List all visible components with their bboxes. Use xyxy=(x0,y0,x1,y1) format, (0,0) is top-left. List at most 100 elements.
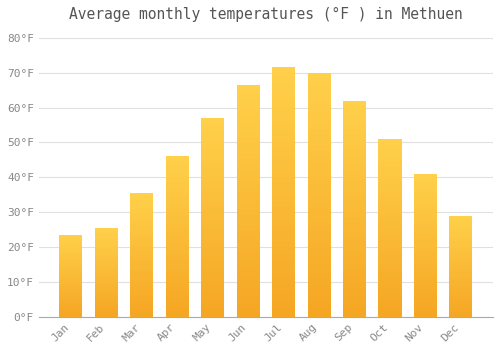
Bar xyxy=(343,215,366,217)
Bar xyxy=(343,194,366,196)
Bar xyxy=(95,297,118,298)
Bar xyxy=(378,206,402,208)
Bar xyxy=(201,217,224,219)
Bar xyxy=(414,310,437,311)
Bar xyxy=(272,120,295,122)
Bar xyxy=(130,238,154,239)
Bar xyxy=(414,254,437,255)
Bar xyxy=(236,171,260,173)
Bar xyxy=(450,271,472,272)
Bar xyxy=(130,268,154,270)
Bar xyxy=(95,236,118,237)
Bar xyxy=(166,294,189,296)
Bar xyxy=(60,292,82,293)
Bar xyxy=(130,247,154,249)
Bar xyxy=(60,297,82,298)
Bar xyxy=(308,219,330,222)
Bar xyxy=(236,134,260,136)
Bar xyxy=(201,233,224,235)
Bar xyxy=(378,308,402,310)
Bar xyxy=(414,212,437,214)
Bar xyxy=(450,220,472,221)
Bar xyxy=(236,296,260,298)
Bar xyxy=(201,172,224,174)
Bar xyxy=(60,261,82,262)
Bar xyxy=(308,204,330,207)
Bar xyxy=(236,308,260,310)
Bar xyxy=(236,122,260,124)
Bar xyxy=(166,299,189,301)
Bar xyxy=(130,301,154,302)
Bar xyxy=(60,243,82,244)
Bar xyxy=(166,227,189,229)
Bar xyxy=(414,198,437,200)
Bar xyxy=(308,251,330,253)
Bar xyxy=(60,276,82,278)
Bar xyxy=(166,275,189,277)
Bar xyxy=(236,97,260,99)
Bar xyxy=(272,190,295,192)
Bar xyxy=(450,281,472,282)
Bar xyxy=(308,195,330,197)
Bar xyxy=(414,244,437,245)
Bar xyxy=(60,271,82,272)
Bar xyxy=(378,178,402,180)
Bar xyxy=(201,166,224,168)
Bar xyxy=(130,300,154,301)
Title: Average monthly temperatures (°F ) in Methuen: Average monthly temperatures (°F ) in Me… xyxy=(69,7,463,22)
Bar xyxy=(95,234,118,235)
Bar xyxy=(60,257,82,258)
Bar xyxy=(272,95,295,97)
Bar xyxy=(343,172,366,174)
Bar xyxy=(414,227,437,228)
Bar xyxy=(308,104,330,107)
Bar xyxy=(343,185,366,187)
Bar xyxy=(236,201,260,203)
Bar xyxy=(272,122,295,125)
Bar xyxy=(201,148,224,150)
Bar xyxy=(308,246,330,248)
Bar xyxy=(378,214,402,215)
Bar xyxy=(130,205,154,206)
Bar xyxy=(130,220,154,222)
Bar xyxy=(343,126,366,129)
Bar xyxy=(378,141,402,142)
Bar xyxy=(95,240,118,241)
Bar xyxy=(166,278,189,280)
Bar xyxy=(414,271,437,272)
Bar xyxy=(95,304,118,305)
Bar xyxy=(308,75,330,77)
Bar xyxy=(414,217,437,218)
Bar xyxy=(414,308,437,310)
Bar xyxy=(378,189,402,190)
Bar xyxy=(450,239,472,240)
Bar xyxy=(414,234,437,235)
Bar xyxy=(166,232,189,233)
Bar xyxy=(272,202,295,205)
Bar xyxy=(343,298,366,300)
Bar xyxy=(60,240,82,241)
Bar xyxy=(308,161,330,163)
Bar xyxy=(343,269,366,271)
Bar xyxy=(378,249,402,251)
Bar xyxy=(450,272,472,273)
Bar xyxy=(272,285,295,287)
Bar xyxy=(201,277,224,279)
Bar xyxy=(166,277,189,278)
Bar xyxy=(343,113,366,116)
Bar xyxy=(343,300,366,302)
Bar xyxy=(60,262,82,263)
Bar xyxy=(60,270,82,271)
Bar xyxy=(378,233,402,235)
Bar xyxy=(60,283,82,284)
Bar xyxy=(414,280,437,281)
Bar xyxy=(60,284,82,285)
Bar xyxy=(130,252,154,254)
Bar xyxy=(308,256,330,258)
Bar xyxy=(343,284,366,287)
Bar xyxy=(450,236,472,237)
Bar xyxy=(201,273,224,275)
Bar xyxy=(130,214,154,215)
Bar xyxy=(308,266,330,268)
Bar xyxy=(95,248,118,249)
